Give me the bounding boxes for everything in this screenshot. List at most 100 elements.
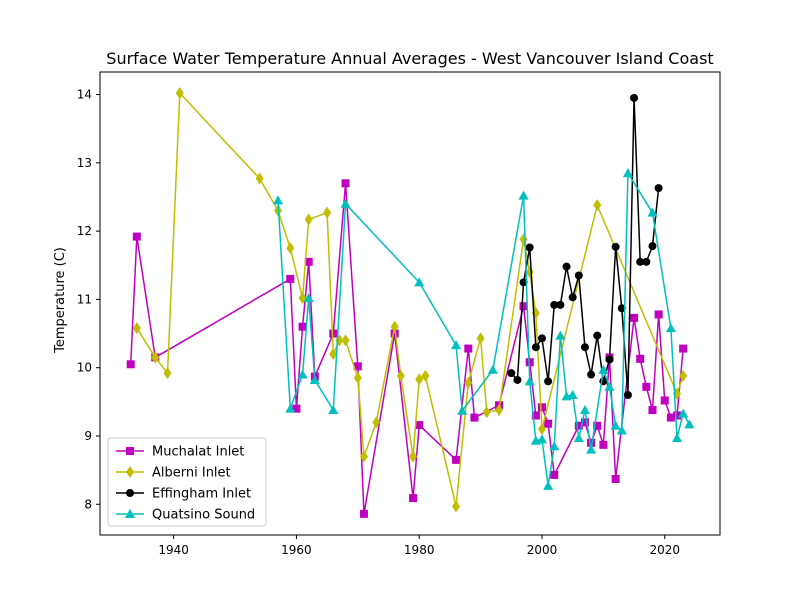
data-point: [415, 373, 424, 386]
legend-label: Effingham Inlet: [152, 487, 251, 502]
data-point: [132, 322, 141, 335]
data-point: [587, 438, 596, 447]
data-point: [531, 343, 540, 352]
data-point: [593, 421, 602, 430]
legend-marker: [125, 509, 135, 518]
data-point: [642, 382, 651, 391]
data-point: [605, 355, 614, 364]
data-point: [390, 320, 399, 333]
data-point: [665, 323, 676, 333]
series-3: [273, 168, 695, 490]
data-point: [536, 434, 547, 444]
data-point: [519, 302, 528, 311]
data-point: [359, 509, 368, 518]
data-point: [531, 411, 540, 420]
data-point: [586, 444, 597, 454]
x-tick-label: 2020: [649, 543, 680, 557]
legend: Muchalat Inlet Alberni Inlet Effingham Inl…: [107, 437, 267, 527]
data-point: [630, 93, 639, 102]
data-point: [329, 329, 338, 338]
data-point: [630, 313, 639, 322]
data-point: [672, 433, 683, 443]
y-tick-label: 10: [77, 361, 92, 375]
data-point: [519, 278, 528, 287]
plot-area: [126, 87, 695, 518]
data-point: [303, 293, 314, 303]
y-tick-label: 12: [77, 224, 92, 238]
data-point: [544, 377, 553, 386]
data-point: [476, 332, 485, 345]
data-point: [611, 475, 620, 484]
data-point: [309, 374, 320, 384]
data-point: [292, 404, 301, 413]
data-point: [537, 334, 546, 343]
legend-entry: Alberni Inlet: [116, 466, 231, 481]
data-point: [647, 207, 658, 217]
data-point: [421, 369, 430, 382]
data-point: [452, 500, 461, 513]
data-point: [353, 371, 362, 384]
data-point: [457, 405, 468, 415]
data-point: [648, 406, 657, 415]
data-point: [409, 450, 418, 463]
data-point: [567, 390, 578, 400]
y-tick-label: 13: [77, 156, 92, 170]
data-point: [579, 405, 590, 415]
legend-marker: [126, 466, 134, 478]
data-point: [598, 364, 609, 374]
data-point: [286, 242, 295, 255]
data-point: [660, 396, 669, 405]
data-point: [679, 369, 688, 382]
y-tick-label: 8: [84, 497, 92, 511]
legend-label: Quatsino Sound: [152, 508, 255, 523]
data-point: [409, 494, 418, 503]
data-point: [163, 367, 172, 380]
data-point: [599, 440, 608, 449]
data-point: [451, 340, 462, 350]
plot-frame: [99, 71, 721, 536]
y-tick-label: 14: [77, 88, 92, 102]
data-point: [617, 304, 626, 313]
data-point: [286, 274, 295, 283]
data-point: [151, 351, 160, 364]
data-point: [513, 375, 522, 384]
data-point: [126, 360, 135, 369]
data-point: [580, 343, 589, 352]
data-point: [396, 369, 405, 382]
x-tick-label: 1940: [158, 543, 189, 557]
legend-entry: Effingham Inlet: [116, 487, 251, 502]
data-point: [678, 408, 689, 418]
chart-title: Surface Water Temperature Annual Average…: [106, 49, 713, 68]
data-point: [574, 421, 583, 430]
x-tick-label: 1980: [404, 543, 435, 557]
data-point: [622, 168, 633, 178]
data-point: [611, 242, 620, 251]
data-point: [537, 403, 546, 412]
data-point: [507, 369, 516, 378]
data-point: [464, 376, 473, 389]
data-point: [372, 416, 381, 429]
data-point: [673, 411, 682, 420]
data-point: [340, 198, 351, 208]
legend-marker: [126, 447, 134, 455]
data-point: [654, 310, 663, 319]
data-point: [648, 242, 657, 251]
data-point: [132, 232, 141, 241]
data-point: [604, 381, 615, 391]
data-point: [255, 172, 264, 185]
data-point: [518, 190, 529, 200]
series-line: [277, 172, 690, 487]
data-point: [587, 370, 596, 379]
data-point: [525, 243, 534, 252]
data-point: [666, 413, 675, 422]
data-point: [353, 362, 362, 371]
legend-label: Alberni Inlet: [152, 466, 231, 481]
series-2: [507, 93, 663, 400]
data-point: [304, 213, 313, 226]
data-point: [519, 233, 528, 246]
data-point: [550, 470, 559, 479]
data-point: [549, 441, 560, 451]
y-tick-label: 9: [84, 429, 92, 443]
data-point: [544, 419, 553, 428]
